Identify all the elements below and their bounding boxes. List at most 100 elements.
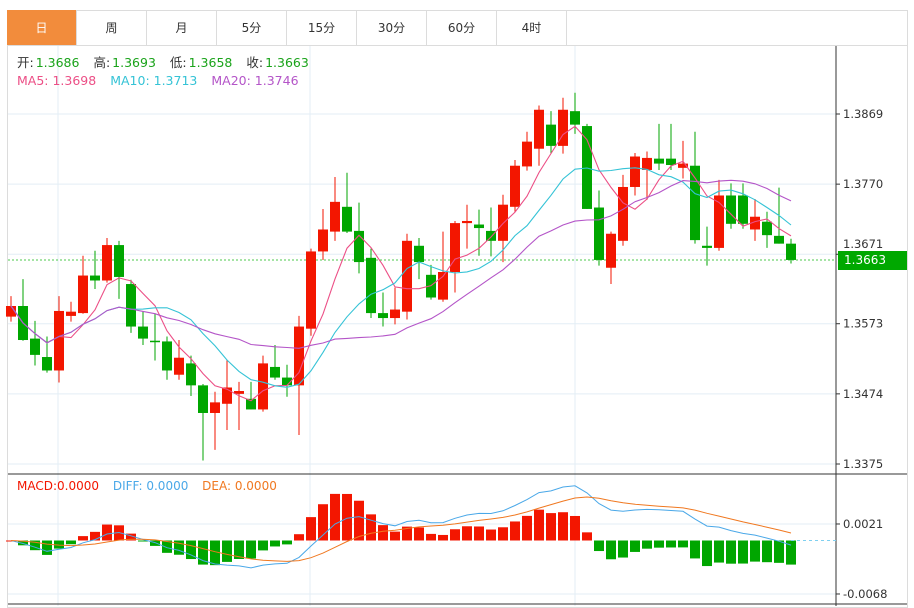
candle-body xyxy=(354,230,364,263)
candle xyxy=(642,151,652,200)
high-label: 高: xyxy=(93,55,111,70)
ma5-value: MA5: 1.3698 xyxy=(17,73,97,88)
macd-bar xyxy=(42,540,52,555)
candle-body xyxy=(174,357,184,375)
candle-body xyxy=(618,186,628,241)
candle-body xyxy=(378,313,388,319)
macd-bar xyxy=(618,540,628,558)
macd-bar xyxy=(714,540,724,563)
macd-bar xyxy=(54,540,64,549)
macd-bar xyxy=(366,514,376,541)
candle xyxy=(138,310,148,345)
macd-bar xyxy=(486,529,496,541)
candle xyxy=(354,202,364,274)
candle-body xyxy=(66,311,76,316)
current-price-tag: 1.3663 xyxy=(838,251,907,270)
macd-bar xyxy=(654,540,664,548)
price-tick-label: 1.3474 xyxy=(843,387,883,401)
candle xyxy=(66,301,76,322)
ohlc-info: 开: 1.3686 高: 1.3693 低: 1.3658 收: 1.3663 MA5:… xyxy=(17,54,319,90)
candle xyxy=(42,336,52,373)
close-label: 收: xyxy=(246,55,264,70)
macd-bar xyxy=(258,540,268,551)
candle-body xyxy=(570,111,580,125)
candle-body xyxy=(78,275,88,314)
macd-bar xyxy=(666,540,676,548)
candle xyxy=(246,381,256,410)
candle xyxy=(162,336,172,380)
macd-bar xyxy=(210,540,220,566)
candle xyxy=(78,255,88,314)
candle xyxy=(486,207,496,257)
candle-body xyxy=(546,124,556,146)
macd-bar xyxy=(270,540,280,547)
candle-body xyxy=(42,357,52,371)
macd-bar xyxy=(138,540,148,542)
macd-bar xyxy=(426,533,436,541)
price-tick-label: 1.3869 xyxy=(843,107,883,121)
tab-day[interactable]: 日 xyxy=(7,10,77,45)
candle xyxy=(126,279,136,333)
candle xyxy=(462,204,472,249)
candle-body xyxy=(222,387,232,404)
macd-bar xyxy=(282,540,292,545)
macd-bar xyxy=(126,533,136,541)
tab-30min[interactable]: 30分 xyxy=(357,10,427,45)
candle xyxy=(702,226,712,266)
candle-body xyxy=(114,245,124,277)
tab-5min[interactable]: 5分 xyxy=(217,10,287,45)
tab-4hour[interactable]: 4时 xyxy=(497,10,567,45)
candle-body xyxy=(366,257,376,314)
open-label: 开: xyxy=(17,55,34,70)
candle xyxy=(570,92,580,134)
macd-bar xyxy=(246,540,256,559)
candle-body xyxy=(462,220,472,224)
candle-body xyxy=(126,284,136,327)
tab-60min[interactable]: 60分 xyxy=(427,10,497,45)
candle-body xyxy=(258,363,268,410)
candle xyxy=(270,344,280,380)
candle-body xyxy=(714,195,724,248)
candle-body xyxy=(390,309,400,319)
candle xyxy=(330,177,340,241)
macd-bar xyxy=(726,540,736,564)
macd-bar xyxy=(762,540,772,563)
ma20-value: MA20: 1.3746 xyxy=(211,73,299,88)
candle xyxy=(258,355,268,412)
macd-bar xyxy=(354,500,364,541)
tab-month[interactable]: 月 xyxy=(147,10,217,45)
high-value: 1.3693 xyxy=(112,55,156,70)
tab-15min[interactable]: 15分 xyxy=(287,10,357,45)
macd-tick-label: 0.0021 xyxy=(843,517,883,531)
candle xyxy=(450,220,460,293)
ma10-line xyxy=(10,167,792,388)
candle-body xyxy=(138,326,148,339)
candle-body xyxy=(30,338,40,355)
candle-body xyxy=(414,245,424,263)
candle-body xyxy=(654,158,664,164)
candle xyxy=(654,123,664,170)
ma10-value: MA10: 1.3713 xyxy=(110,73,198,88)
price-tick-label: 1.3375 xyxy=(843,457,883,471)
candle-body xyxy=(6,306,16,317)
ma5-line xyxy=(10,125,792,402)
macd-bar xyxy=(582,532,592,541)
macd-bar xyxy=(30,540,40,551)
candle xyxy=(318,208,328,260)
candle xyxy=(306,248,316,336)
candle xyxy=(102,237,112,283)
candle-body xyxy=(666,158,676,166)
candle xyxy=(282,364,292,397)
macd-bar xyxy=(558,512,568,541)
macd-bar xyxy=(462,526,472,541)
candle-body xyxy=(318,229,328,252)
tab-week[interactable]: 周 xyxy=(77,10,147,45)
price-tick-label: 1.3671 xyxy=(843,237,883,251)
candle xyxy=(30,320,40,366)
candle xyxy=(738,183,748,229)
candle-body xyxy=(102,245,112,281)
macd-bar xyxy=(534,509,544,541)
candle-body xyxy=(198,385,208,413)
candle xyxy=(6,296,16,322)
